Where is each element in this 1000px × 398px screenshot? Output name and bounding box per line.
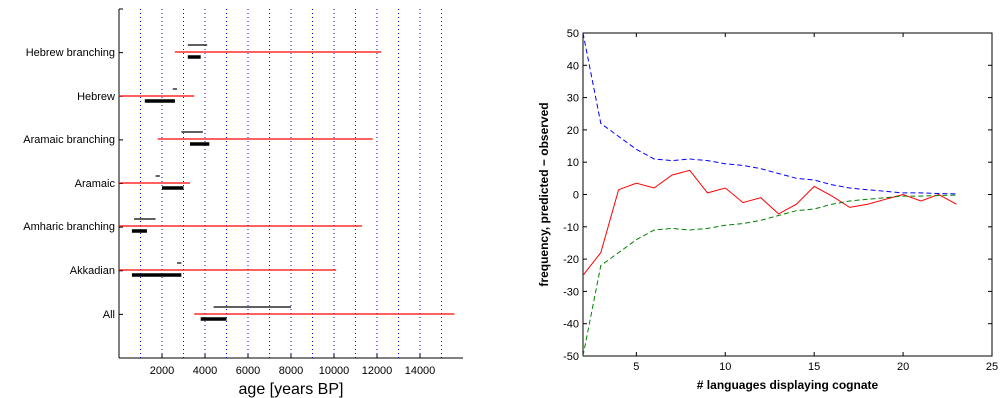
plot-frame: [582, 32, 993, 357]
y-tick-label: -40: [563, 319, 579, 331]
y-tick-label: -10: [563, 222, 579, 234]
category-label: Amharic branching: [23, 221, 115, 233]
category-label: Aramaic: [75, 178, 116, 190]
series-line-2: [582, 169, 957, 276]
y-tick-label: -30: [563, 286, 579, 298]
y-tick-label: 0: [573, 190, 579, 202]
category-label: Akkadian: [70, 265, 115, 277]
y-tick-label: -20: [563, 254, 579, 266]
x-tick-label: 14000: [405, 365, 436, 377]
y-axis-label: frequency, predicted − observed: [537, 102, 551, 286]
series-line-3: [582, 194, 957, 357]
y-tick-label: 20: [567, 125, 579, 137]
category-label: Aramaic branching: [23, 134, 115, 146]
x-tick-label: 10000: [319, 365, 350, 377]
y-tick-label: 40: [567, 60, 579, 72]
frequency-difference-chart: 5 10 15 20 25 -50 -40 -30 -20 -10 0 10 20 30 40 50 # lan…: [537, 28, 998, 392]
x-tick-label: 6000: [236, 365, 260, 377]
category-label: Hebrew: [77, 91, 115, 103]
x-tick-label: 10: [719, 361, 731, 373]
x-tick-label: 5: [633, 361, 639, 373]
category-label: All: [103, 309, 115, 321]
x-tick-label: 2000: [150, 365, 174, 377]
x-axis-label: # languages displaying cognate: [697, 378, 879, 392]
category-label: Hebrew branching: [26, 47, 115, 59]
y-tick-label: -50: [563, 351, 579, 363]
x-tick-label: 20: [897, 361, 909, 373]
x-tick-label: 4000: [193, 365, 217, 377]
series-line-1: [582, 32, 957, 195]
x-tick-label: 12000: [362, 365, 393, 377]
x-tick-label: 8000: [279, 365, 303, 377]
age-range-chart: 2000 4000 6000 8000 10000 12000 14000 Hebrew br…: [23, 8, 463, 398]
x-axis-label: age [years BP]: [239, 381, 344, 398]
x-tick-label: 15: [808, 361, 820, 373]
y-tick-label: 30: [567, 93, 579, 105]
y-tick-label: 10: [567, 157, 579, 169]
x-tick-label: 25: [986, 361, 998, 373]
y-tick-label: 50: [567, 28, 579, 40]
